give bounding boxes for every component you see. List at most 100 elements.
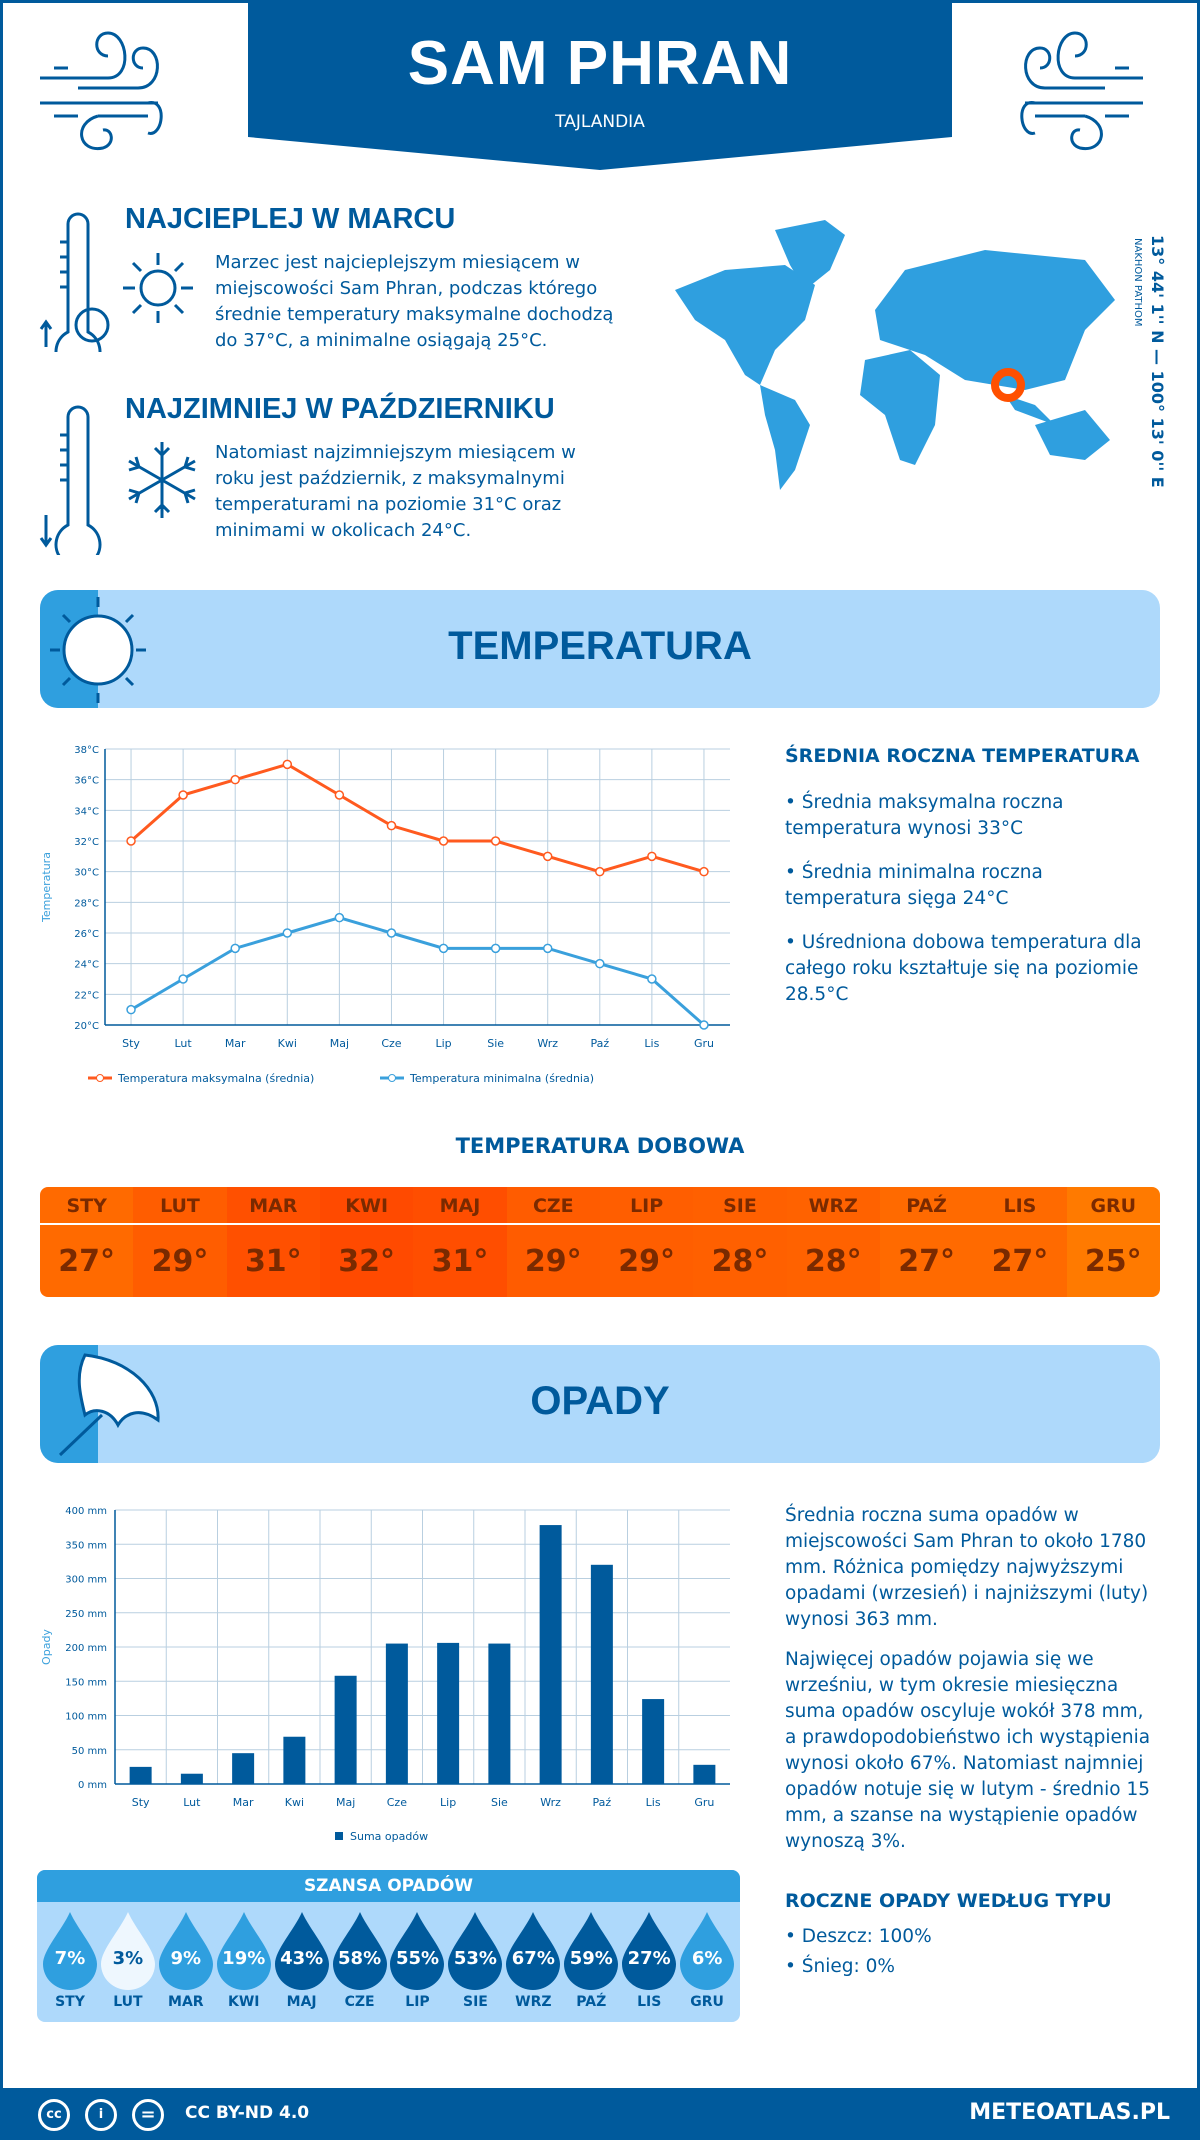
bar xyxy=(232,1753,255,1784)
data-point xyxy=(282,928,293,938)
y-tick-label: 24°C xyxy=(74,960,99,971)
y-tick-label: 22°C xyxy=(74,990,99,1001)
rain-chance-item: 6% GRU xyxy=(678,1902,736,2020)
y-axis-label: Temperatura xyxy=(40,852,53,923)
rain-chance-value: 3% xyxy=(112,1948,144,1969)
site-link[interactable]: METEOATLAS.PL xyxy=(969,2100,1170,2125)
daily-month: CZE xyxy=(506,1187,600,1225)
data-point xyxy=(542,943,553,954)
daily-column: LIP 29° xyxy=(599,1187,694,1297)
y-tick-label: 0 mm xyxy=(78,1780,107,1791)
rain-chance-panel: SZANSA OPADÓW 7% STY 3% LUT 9% MAR 19% KWI 43% MA… xyxy=(37,1870,740,2022)
daily-column: CZE 29° xyxy=(506,1187,600,1297)
data-point xyxy=(334,912,345,923)
data-point xyxy=(386,820,397,831)
temp-summary-title: ŚREDNIA ROCZNA TEMPERATURA xyxy=(785,745,1140,767)
raindrop-icon xyxy=(158,1912,213,1990)
bar xyxy=(693,1764,716,1784)
daily-month: LUT xyxy=(133,1187,227,1225)
x-tick-label: Kwi xyxy=(278,1037,297,1050)
rain-chance-value: 6% xyxy=(691,1948,723,1969)
rain-chance-month: CZE xyxy=(344,1994,375,2010)
bar xyxy=(385,1643,408,1784)
bar xyxy=(590,1564,613,1784)
x-tick-label: Sie xyxy=(487,1037,504,1050)
snowflake-icon xyxy=(128,442,196,518)
legend-swatch xyxy=(335,1832,343,1840)
data-point xyxy=(699,866,709,877)
daily-temperature-table: STY 27° LUT 29° MAR 31° KWI 32° MAJ 31° CZE 29° LIP 2… xyxy=(40,1187,1160,1297)
legend-marker xyxy=(388,1074,396,1082)
x-tick-label: Gru xyxy=(694,1796,714,1809)
data-point xyxy=(438,836,449,846)
daily-column: LUT 29° xyxy=(133,1187,227,1297)
y-tick-label: 28°C xyxy=(74,898,99,909)
rain-chance-value: 43% xyxy=(280,1948,324,1969)
bar xyxy=(539,1525,562,1784)
daily-value: 28° xyxy=(711,1243,769,1279)
daily-value: 25° xyxy=(1084,1243,1142,1279)
x-tick-label: Kwi xyxy=(285,1796,304,1809)
precipitation-chart: 0 mm 50 mm 100 mm 150 mm 200 mm 250 mm 300 mm 3… xyxy=(40,1506,730,1843)
data-point xyxy=(490,836,501,846)
cc-icon: cc xyxy=(38,2099,70,2131)
rain-chance-value: 55% xyxy=(395,1948,440,1969)
bar xyxy=(334,1675,357,1784)
daily-value: 32° xyxy=(338,1243,396,1279)
rain-chance-value: 53% xyxy=(453,1948,497,1969)
precipitation-banner: OPADY xyxy=(40,1345,1160,1463)
location-marker-icon xyxy=(991,368,1025,402)
coordinates: 13° 44' 1'' N — 100° 13' 0'' E xyxy=(1148,235,1167,488)
coldest-text: Natomiast najzimniejszym miesiącem w rok… xyxy=(215,442,576,541)
data-point xyxy=(230,943,240,954)
daily-column: SIE 28° xyxy=(693,1187,787,1297)
daily-column: MAR 31° xyxy=(226,1187,320,1297)
y-tick-label: 50 mm xyxy=(72,1746,107,1757)
daily-month: MAJ xyxy=(413,1187,507,1225)
rain-chance-item: 7% STY xyxy=(41,1902,99,2020)
legend-label: Temperatura minimalna (średnia) xyxy=(409,1072,594,1085)
y-tick-label: 36°C xyxy=(74,776,99,787)
sun-icon xyxy=(123,253,193,323)
temperature-title: TEMPERATURA xyxy=(448,624,752,668)
data-point xyxy=(647,974,657,984)
no-derivatives-icon: = xyxy=(132,2099,164,2131)
region-label: NAKHON PATHOM xyxy=(1132,238,1143,327)
x-tick-label: Maj xyxy=(336,1796,355,1809)
x-tick-label: Lip xyxy=(440,1796,456,1809)
rain-chance-title: SZANSA OPADÓW xyxy=(37,1870,740,1902)
warmest-title: NAJCIEPLEJ W MARCU xyxy=(125,203,456,235)
city-title: SAM PHRAN xyxy=(407,29,793,98)
x-tick-label: Sie xyxy=(491,1796,508,1809)
data-point xyxy=(178,790,188,800)
attribution-icon: i xyxy=(85,2099,117,2131)
precip-type-snow: • Śnieg: 0% xyxy=(785,1956,895,1977)
rain-chance-month: STY xyxy=(55,1994,85,2010)
y-tick-label: 26°C xyxy=(74,929,99,940)
raindrop-icon xyxy=(680,1912,735,1990)
raindrop-icon xyxy=(42,1912,97,1990)
rain-chance-item: 9% MAR xyxy=(157,1902,215,2020)
bar xyxy=(642,1699,665,1784)
daily-value: 29° xyxy=(151,1243,209,1279)
y-tick-label: 38°C xyxy=(74,745,99,756)
bar xyxy=(437,1642,460,1784)
rain-chance-value: 59% xyxy=(569,1948,613,1969)
data-point xyxy=(595,866,605,877)
daily-value: 27° xyxy=(898,1243,955,1279)
temperature-chart: 20°C 22°C 24°C 26°C 28°C 30°C 32°C 34°C 36°C 38°C… xyxy=(40,745,730,1085)
rain-chance-value: 19% xyxy=(222,1948,266,1969)
rain-chance-month: LIS xyxy=(637,1994,662,2010)
daily-column: LIS 27° xyxy=(973,1187,1067,1297)
y-tick-label: 32°C xyxy=(74,837,99,848)
wind-icon xyxy=(40,31,163,151)
thermometer-up-icon xyxy=(39,212,110,352)
wind-icon xyxy=(1020,31,1143,151)
x-tick-label: Lut xyxy=(183,1796,201,1809)
data-point xyxy=(542,851,553,862)
data-point xyxy=(490,943,501,954)
rain-chance-month: LUT xyxy=(113,1994,143,2010)
series-line xyxy=(130,916,705,1027)
daily-value: 29° xyxy=(524,1243,582,1279)
data-point xyxy=(386,928,397,938)
